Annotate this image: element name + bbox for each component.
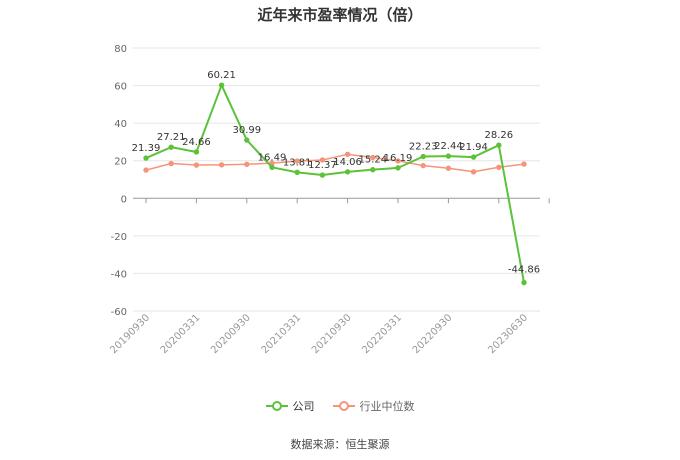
data-label: 30.99 [232,125,261,136]
data-label: 27.21 [157,132,186,143]
data-point-industry [420,162,426,169]
legend-company-label: 公司 [292,400,315,413]
y-tick-label: -40 [111,269,127,280]
data-point-industry [470,169,477,175]
data-point-industry [168,160,174,167]
x-tick-label: 20220930 [411,312,455,356]
data-label: 60.21 [207,70,236,81]
data-point-company [496,142,502,148]
data-point-industry [244,161,250,167]
data-point-industry [218,162,225,168]
data-label: 21.39 [132,143,161,154]
x-tick-label: 20200930 [209,312,253,356]
legend-item-industry[interactable]: 行业中位数 [332,398,415,414]
y-tick-label: 0 [121,194,127,205]
data-label: 22.44 [434,141,463,152]
data-label: 12.37 [308,160,337,171]
data-point-company [370,166,376,173]
data-point-industry [395,158,401,164]
data-point-company [344,169,351,175]
data-point-company [319,172,326,178]
x-tick-label: 20210930 [310,312,354,356]
data-point-company [445,153,452,159]
data-point-company [521,279,527,286]
data-point-company [168,144,174,150]
series-lines [143,82,527,286]
y-tick-label: 80 [114,44,127,55]
data-point-industry [344,151,351,158]
legend-industry-marker-icon [332,401,355,411]
data-point-company [269,164,275,171]
data-point-company [193,149,200,155]
data-label: 21.94 [459,142,488,153]
legend: 公司 行业中位数 [0,398,680,414]
legend-industry-label: 行业中位数 [359,400,415,413]
y-tick-label: 60 [114,82,127,93]
x-tick-label: 20200331 [159,312,203,356]
data-point-industry [370,154,376,161]
data-point-company [143,155,149,161]
data-label: -44.86 [508,265,540,276]
data-point-company [244,137,250,143]
x-tick-label: 20230630 [486,312,530,356]
x-tick-label: 20190930 [108,312,152,356]
data-point-company [420,153,426,160]
data-label: 16.19 [384,153,413,164]
data-point-company [470,154,477,160]
data-point-company [218,82,225,88]
y-tick-label: -60 [111,307,127,318]
data-label: 24.66 [182,137,211,148]
chart-title: 近年来市盈率情况（倍） [257,6,423,24]
data-label: 16.49 [258,152,287,163]
y-tick-label: 40 [114,119,127,130]
y-tick-label: -20 [111,232,127,243]
data-label: 28.26 [484,130,513,141]
data-point-industry [294,158,300,164]
data-point-industry [496,164,502,170]
data-point-company [294,169,300,176]
legend-company-marker-icon [265,401,288,411]
data-point-industry [445,165,452,171]
data-point-company [395,165,401,171]
axes: -60 -40 -20 0 20 40 60 80 20190930 20200331 202009… [108,44,550,356]
series-line-industry [145,153,525,173]
data-point-industry [193,162,200,168]
data-point-industry [521,161,527,167]
grid-lines [133,47,540,312]
legend-item-company[interactable]: 公司 [265,398,315,414]
y-tick-label: 20 [114,157,127,168]
data-label: 13.81 [283,157,312,168]
data-label: 15.24 [358,155,387,166]
data-label: 14.06 [333,157,362,168]
data-point-industry [143,167,149,173]
data-point-industry [319,157,326,163]
x-tick-label: 20210331 [260,312,304,356]
data-source-note: 数据来源：恒生聚源 [290,438,390,451]
x-tick-label: 20220331 [360,312,404,356]
data-label: 22.23 [409,142,438,153]
series-line-company [145,84,525,283]
